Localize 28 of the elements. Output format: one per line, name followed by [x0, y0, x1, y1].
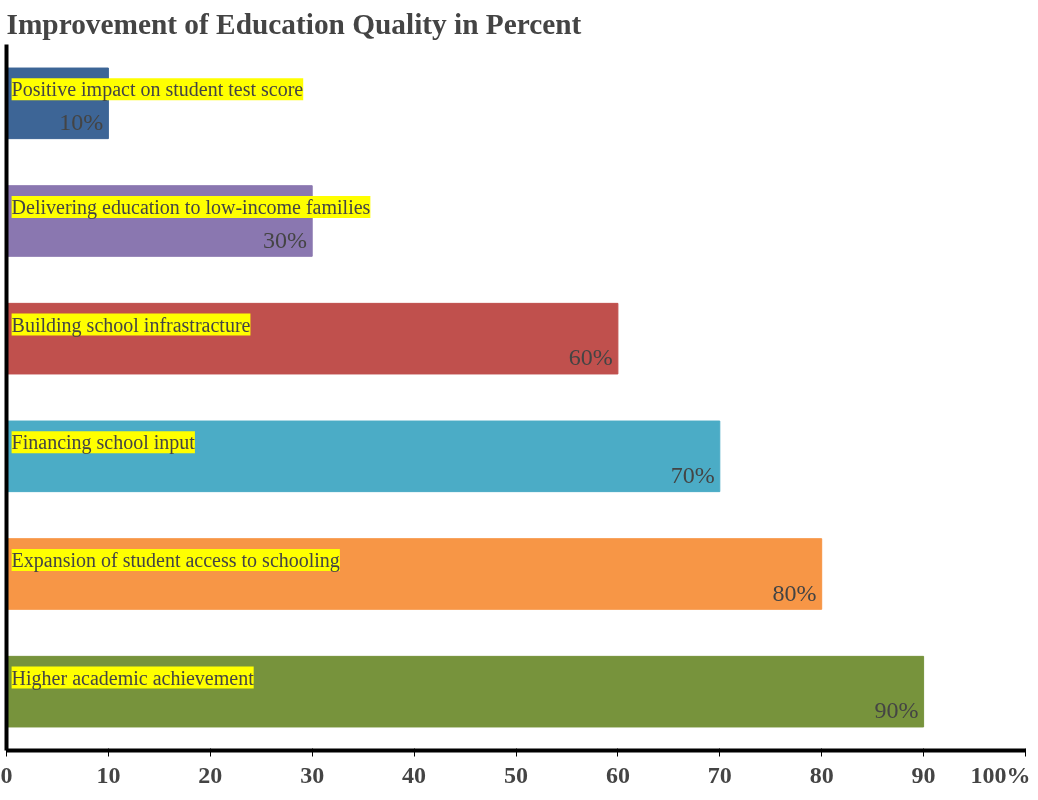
- data-label: 60%: [568, 344, 613, 371]
- x-tick-label: 0: [0, 761, 13, 788]
- data-label: 10%: [59, 109, 104, 136]
- x-tick-label: 50: [504, 761, 528, 788]
- x-tick-label: 40: [402, 761, 427, 788]
- x-tick-label: 70: [707, 761, 732, 788]
- y-tick-label: Building school infrastracture: [11, 313, 251, 337]
- data-label: 80%: [772, 579, 817, 606]
- bar: [6, 655, 925, 728]
- x-tick-label: 10: [96, 761, 121, 788]
- data-label: 90%: [874, 697, 919, 724]
- y-tick-label: Financing school input: [11, 431, 196, 455]
- bar: [6, 420, 721, 493]
- y-tick-label: Expansion of student access to schooling: [11, 548, 340, 572]
- x-tick-label: 90: [911, 761, 936, 788]
- x-tick-label: 80: [809, 761, 834, 788]
- x-tick-label: 100%: [970, 761, 1031, 788]
- data-label: 30%: [263, 226, 308, 253]
- y-tick-label: Positive impact on student test score: [11, 78, 304, 102]
- x-tick-label: 20: [198, 761, 223, 788]
- x-tick-label: 30: [300, 761, 325, 788]
- bar: [6, 538, 823, 610]
- y-tick-label: Higher academic achievement: [11, 666, 255, 690]
- x-tick-label: 60: [605, 761, 630, 788]
- chart-title: Improvement of Education Quality in Percent: [6, 7, 582, 40]
- bar: [6, 302, 619, 375]
- y-tick-label: Delivering education to low-income families: [11, 195, 371, 219]
- data-label: 70%: [670, 462, 715, 489]
